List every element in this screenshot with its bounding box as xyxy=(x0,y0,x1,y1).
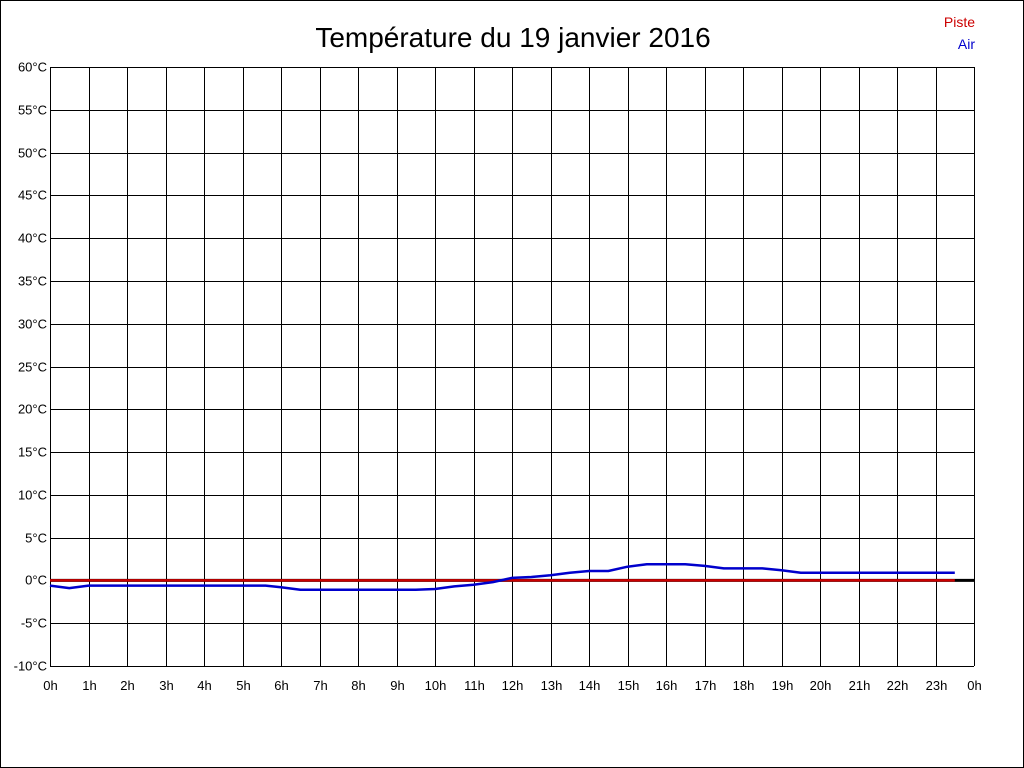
x-axis-tick-labels: 0h 1h 2h 3h 4h 5h 6h 7h 8h 9h 10h 11h 12h 13h 14h 15h 16… xyxy=(43,678,981,693)
x-tick-label: 13h xyxy=(541,678,563,693)
x-tick-label: 10h xyxy=(425,678,447,693)
x-tick-label: 21h xyxy=(849,678,871,693)
x-tick-label: 0h xyxy=(43,678,57,693)
x-tick-label: 16h xyxy=(656,678,678,693)
y-tick-label: 40°C xyxy=(18,231,47,246)
y-axis-tick-labels: -10°C -5°C 0°C 5°C 10°C 15°C 20°C 25°C 30°C 35°C 4… xyxy=(14,60,47,674)
x-tick-label: 12h xyxy=(502,678,524,693)
x-tick-label: 3h xyxy=(159,678,173,693)
y-tick-label: 35°C xyxy=(18,274,47,289)
y-tick-label: 50°C xyxy=(18,146,47,161)
x-tick-label: 0h xyxy=(967,678,981,693)
x-tick-label: 18h xyxy=(733,678,755,693)
y-tick-label: 60°C xyxy=(18,60,47,75)
y-tick-label: 55°C xyxy=(18,103,47,118)
series-line-air xyxy=(49,562,955,592)
x-tick-label: 8h xyxy=(351,678,365,693)
x-tick-label: 4h xyxy=(197,678,211,693)
y-tick-label: 10°C xyxy=(18,488,47,503)
x-tick-label: 20h xyxy=(810,678,832,693)
x-tick-label: 5h xyxy=(236,678,250,693)
x-tick-label: 15h xyxy=(618,678,640,693)
y-tick-label: 5°C xyxy=(25,531,47,546)
y-tick-label: -5°C xyxy=(21,616,47,631)
legend: Piste Air xyxy=(944,14,975,52)
x-tick-label: 19h xyxy=(772,678,794,693)
y-tick-label: 25°C xyxy=(18,360,47,375)
x-tick-label: 9h xyxy=(390,678,404,693)
x-tick-label: 7h xyxy=(313,678,327,693)
x-tick-label: 17h xyxy=(695,678,717,693)
x-tick-label: 23h xyxy=(926,678,948,693)
series-lines xyxy=(49,562,955,592)
legend-entry: Air xyxy=(958,36,975,52)
y-tick-label: 20°C xyxy=(18,402,47,417)
chart-title: Température du 19 janvier 2016 xyxy=(315,22,710,53)
x-tick-label: 1h xyxy=(82,678,96,693)
legend-entry: Piste xyxy=(944,14,975,30)
y-tick-label: 45°C xyxy=(18,188,47,203)
x-tick-label: 6h xyxy=(274,678,288,693)
x-tick-label: 2h xyxy=(120,678,134,693)
x-tick-label: 11h xyxy=(464,678,485,693)
grid xyxy=(50,67,975,667)
y-tick-label: -10°C xyxy=(14,659,47,674)
y-tick-label: 30°C xyxy=(18,317,47,332)
y-tick-label: 0°C xyxy=(25,573,47,588)
x-tick-label: 14h xyxy=(579,678,601,693)
y-tick-label: 15°C xyxy=(18,445,47,460)
x-tick-label: 22h xyxy=(887,678,909,693)
